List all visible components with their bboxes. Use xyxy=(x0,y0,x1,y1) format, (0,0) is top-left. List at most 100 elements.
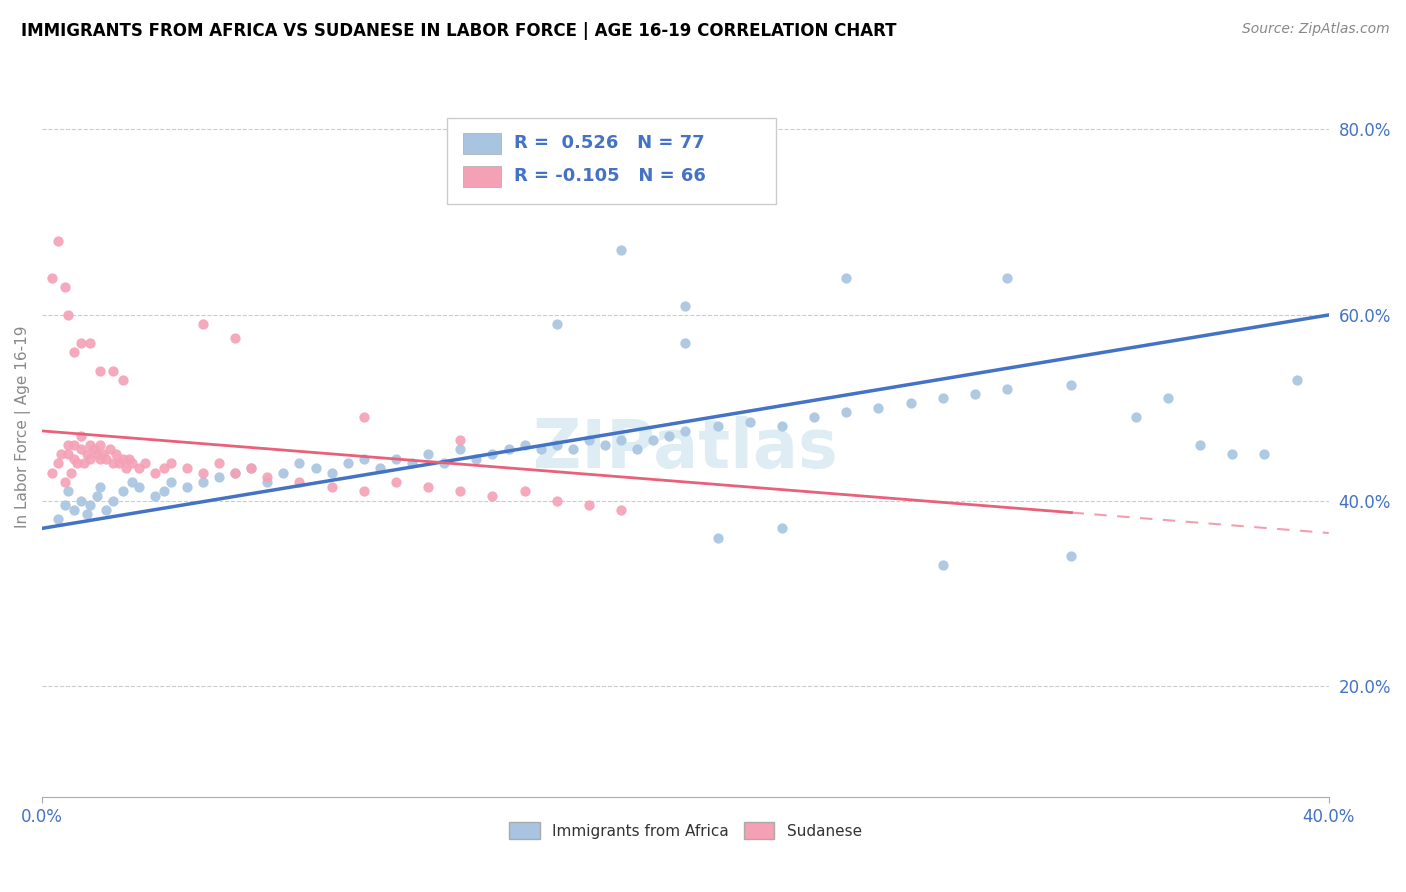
Point xyxy=(610,434,633,448)
Point xyxy=(610,503,633,517)
Point xyxy=(105,447,128,461)
Point xyxy=(481,447,503,461)
Point xyxy=(76,508,98,522)
Point xyxy=(561,442,583,457)
Point xyxy=(513,438,536,452)
Point xyxy=(60,466,83,480)
Point xyxy=(111,451,134,466)
Point xyxy=(79,498,101,512)
Point xyxy=(513,484,536,499)
Point xyxy=(79,335,101,350)
Point xyxy=(353,410,375,425)
Point xyxy=(134,457,156,471)
Point xyxy=(1157,392,1180,406)
Point xyxy=(240,461,263,475)
Point xyxy=(101,493,124,508)
Point xyxy=(449,484,471,499)
Point xyxy=(385,451,408,466)
Point xyxy=(465,451,488,466)
Point xyxy=(41,466,63,480)
Point xyxy=(114,461,136,475)
Point xyxy=(288,475,311,489)
FancyBboxPatch shape xyxy=(463,133,502,153)
Text: R =  0.526   N = 77: R = 0.526 N = 77 xyxy=(515,135,704,153)
Point xyxy=(578,498,600,512)
Point xyxy=(675,299,697,313)
Point xyxy=(56,438,79,452)
Point xyxy=(176,480,198,494)
Point xyxy=(224,466,246,480)
Point xyxy=(932,558,955,573)
Point xyxy=(706,531,728,545)
Point xyxy=(46,512,69,526)
Point xyxy=(498,442,520,457)
Point xyxy=(932,392,955,406)
Point xyxy=(803,410,825,425)
Point xyxy=(53,498,76,512)
Point xyxy=(1060,377,1083,392)
Point xyxy=(69,493,91,508)
Point xyxy=(111,484,134,499)
Point xyxy=(208,457,231,471)
Point xyxy=(63,345,86,359)
Point xyxy=(546,438,568,452)
Point xyxy=(963,386,986,401)
Point xyxy=(53,280,76,294)
Point xyxy=(675,335,697,350)
Point xyxy=(191,466,214,480)
Point xyxy=(706,419,728,434)
Point xyxy=(770,419,793,434)
Point xyxy=(995,270,1018,285)
Point xyxy=(73,457,96,471)
Point xyxy=(86,447,108,461)
Point xyxy=(121,475,143,489)
Point xyxy=(304,461,326,475)
Point xyxy=(89,438,111,452)
Point xyxy=(101,363,124,377)
Point xyxy=(111,373,134,387)
Point xyxy=(63,503,86,517)
Point xyxy=(153,461,176,475)
Point xyxy=(118,451,141,466)
Point xyxy=(46,234,69,248)
Point xyxy=(530,442,553,457)
Point xyxy=(96,451,118,466)
Point xyxy=(770,521,793,535)
Point xyxy=(121,457,143,471)
Point xyxy=(159,457,181,471)
Point xyxy=(546,317,568,331)
Point xyxy=(89,480,111,494)
Point xyxy=(56,308,79,322)
Point xyxy=(98,442,121,457)
Point xyxy=(76,447,98,461)
Point xyxy=(101,457,124,471)
Point xyxy=(51,447,73,461)
Point xyxy=(321,480,343,494)
Point xyxy=(481,489,503,503)
Point xyxy=(256,475,278,489)
Text: IMMIGRANTS FROM AFRICA VS SUDANESE IN LABOR FORCE | AGE 16-19 CORRELATION CHART: IMMIGRANTS FROM AFRICA VS SUDANESE IN LA… xyxy=(21,22,897,40)
Point xyxy=(191,475,214,489)
Point xyxy=(368,461,391,475)
Point xyxy=(401,457,423,471)
Point xyxy=(108,457,131,471)
Point xyxy=(1189,438,1212,452)
Point xyxy=(143,466,166,480)
Point xyxy=(143,489,166,503)
Point xyxy=(83,442,105,457)
Point xyxy=(46,457,69,471)
Point xyxy=(56,447,79,461)
Point xyxy=(433,457,456,471)
Point xyxy=(1060,549,1083,564)
Point xyxy=(1285,373,1308,387)
Point xyxy=(159,475,181,489)
Point xyxy=(96,503,118,517)
Point xyxy=(86,489,108,503)
Point xyxy=(449,434,471,448)
Point xyxy=(1253,447,1275,461)
Point xyxy=(321,466,343,480)
Point xyxy=(900,396,922,410)
Point xyxy=(79,451,101,466)
Point xyxy=(79,438,101,452)
Point xyxy=(353,484,375,499)
